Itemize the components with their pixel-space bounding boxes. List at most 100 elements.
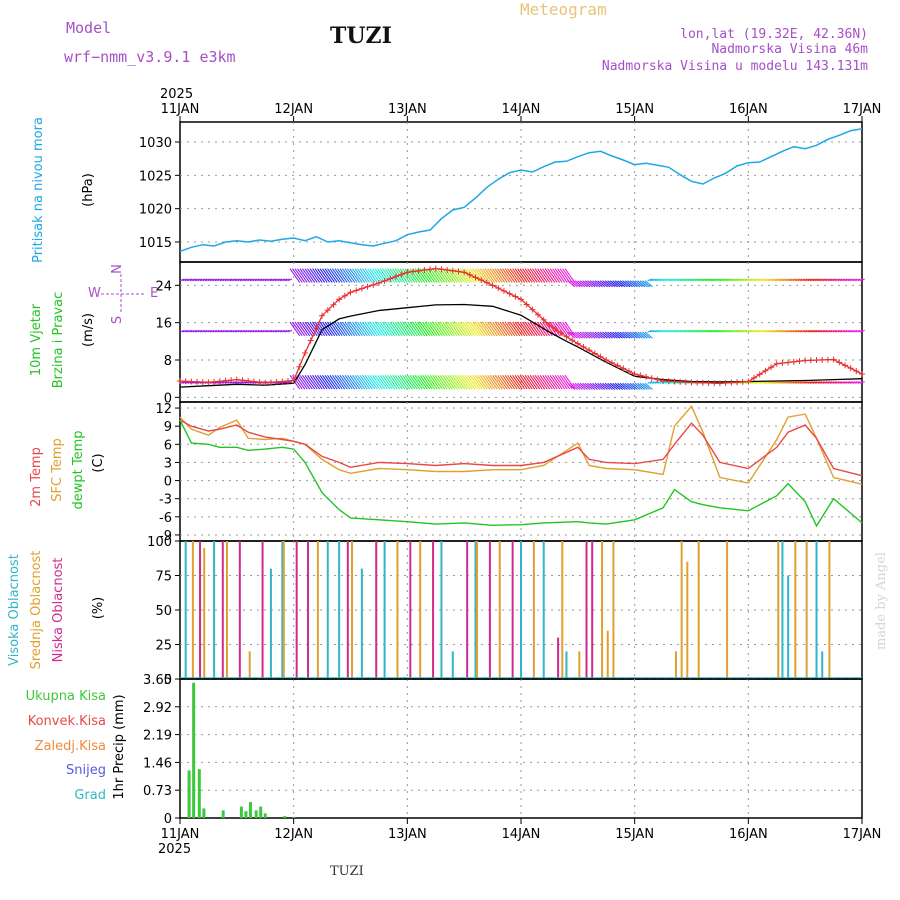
wind-barb [845, 329, 850, 333]
wind-barb [522, 321, 533, 337]
wind-barb [499, 321, 511, 337]
wind-barb [422, 321, 433, 337]
wind-barb [832, 329, 838, 333]
wind-barb [484, 374, 496, 390]
wind-barb [439, 374, 451, 390]
wind-barb [389, 268, 401, 283]
wind-barb [287, 329, 293, 333]
wind-barb [237, 329, 243, 333]
wind-barb [497, 374, 508, 390]
model-altitude-label: Nadmorska Visina u modelu 143.131m [602, 59, 868, 74]
wind-barb [810, 329, 815, 333]
wind-barb [529, 374, 541, 390]
wind-barb [247, 329, 253, 333]
wind-barb [639, 331, 648, 339]
wind-barb [797, 381, 803, 384]
wind-barb [307, 374, 318, 390]
wind-barb [329, 374, 341, 390]
wind-barb [714, 278, 720, 282]
wind-barb [612, 331, 621, 339]
model-label: Model [66, 19, 111, 37]
wind-barb [549, 268, 561, 283]
wind-barb [757, 278, 763, 282]
wind-barb [805, 278, 810, 282]
wind-barb [559, 374, 571, 390]
wind-barb [289, 268, 301, 283]
wind-barb [322, 268, 333, 283]
wind-barb [840, 381, 845, 384]
wind-barb [702, 329, 708, 333]
precip-bar [187, 770, 191, 818]
x-tick-bottom-label: 12JAN [274, 827, 313, 842]
wind-barb [837, 381, 843, 384]
wind-barb [662, 278, 668, 282]
legend-konvek: Konvek.Kisa [28, 714, 106, 729]
wind-barb [254, 278, 260, 282]
wind-barb [835, 278, 840, 282]
wind-barb [404, 374, 416, 390]
wind-barb [197, 278, 203, 282]
wind-barb [192, 329, 198, 333]
wind-barb [517, 374, 528, 390]
wind-barb [827, 329, 833, 333]
wind-barb [709, 329, 715, 333]
wind-barb [679, 329, 685, 333]
wind-barb [519, 374, 531, 390]
wind-barb [820, 329, 825, 333]
wind-barb [417, 321, 428, 337]
wind-barb [549, 374, 561, 390]
wind-barb [734, 329, 740, 333]
wind-barb [217, 278, 223, 282]
wind-barb [392, 321, 403, 337]
wind-barb [507, 268, 518, 283]
wind-barb [352, 321, 363, 337]
wind-barb [199, 278, 205, 282]
wind-barb [202, 278, 208, 282]
wind-barb [229, 278, 235, 282]
wind-barb [785, 381, 790, 384]
wind-barb [369, 374, 381, 390]
wind-barb [724, 329, 730, 333]
wind-barb [349, 374, 361, 390]
wind-barb [337, 268, 348, 283]
wind-barb [199, 329, 205, 333]
wind-barb [372, 268, 383, 283]
wind-barb [637, 331, 646, 339]
wind-barb [324, 268, 336, 283]
wind-barb [762, 381, 768, 384]
wind-barb [762, 329, 768, 333]
wind-barb [342, 321, 353, 337]
precip-legend: Ukupna Kisa Konvek.Kisa Zaledj.Kisa Snij… [26, 689, 106, 803]
wind-barb [397, 374, 408, 390]
wind-barb [689, 329, 695, 333]
wind-barb [312, 374, 323, 390]
wind-barb [770, 329, 775, 333]
wind-barb [319, 321, 331, 337]
wind-barb [262, 278, 268, 282]
wind-barb [652, 381, 658, 384]
wind-barb [282, 329, 288, 333]
wind-barb [462, 321, 473, 337]
wind-barb [284, 278, 290, 282]
wind-barb [732, 278, 738, 282]
y-tick-label: 1.46 [143, 756, 172, 771]
wind-barb [237, 278, 243, 282]
wind-barb [569, 382, 578, 390]
wind-barb [234, 278, 240, 282]
wind-barb [619, 382, 628, 390]
wind-barb [314, 374, 326, 390]
wind-barb [182, 329, 188, 333]
wind-barb [674, 329, 680, 333]
precip-ylabel: 1hr Precip (mm) [112, 694, 127, 799]
wind-barb [607, 331, 616, 339]
wind-barb [619, 280, 628, 288]
wind-barb [664, 278, 670, 282]
wind-barb [497, 268, 508, 283]
wind-barb [624, 280, 633, 288]
wind-barb [572, 331, 581, 339]
wind-barb [434, 374, 446, 390]
wind-barb [504, 321, 516, 337]
y-tick-label: 8 [164, 354, 172, 369]
wind-barb [860, 381, 865, 384]
